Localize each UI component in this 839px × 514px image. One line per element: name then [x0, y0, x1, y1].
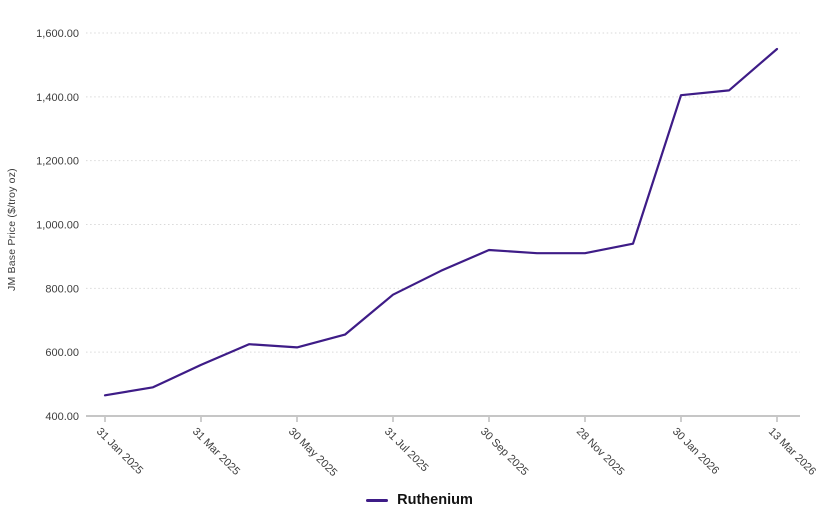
x-axis-tick-label: 30 May 2025 — [286, 426, 339, 479]
x-axis-tick-label: 31 Mar 2025 — [190, 426, 242, 478]
plot-area: 400.00 600.00 800.00 1,000.00 1,200.00 1,400.… — [36, 28, 818, 479]
y-axis-tick-label: 1,000.00 — [36, 220, 79, 232]
y-axis-tick-label: 600.00 — [45, 347, 79, 359]
y-axis-tick-label: 1,400.00 — [36, 92, 79, 104]
legend-line-swatch — [366, 498, 389, 502]
x-axis-tick-label: 13 Mar 2026 — [766, 426, 818, 478]
legend-label: Ruthenium — [397, 492, 473, 508]
x-axis-tick-label: 31 Jul 2025 — [382, 426, 431, 475]
y-axis-tick-label: 1,600.00 — [36, 28, 79, 40]
x-axis-tick-label: 30 Jan 2026 — [670, 426, 721, 477]
ruthenium-line — [103, 47, 779, 397]
x-axis-tick-label: 30 Sep 2025 — [478, 426, 531, 479]
y-axis-tick-label: 1,200.00 — [36, 156, 79, 168]
x-axis-tick-label: 28 Nov 2025 — [574, 426, 627, 479]
legend: Ruthenium — [0, 492, 839, 508]
y-axis-tick-label: 400.00 — [45, 411, 79, 423]
x-axis-tick-label: 31 Jan 2025 — [94, 426, 145, 477]
y-axis-tick-label: 800.00 — [45, 283, 79, 295]
